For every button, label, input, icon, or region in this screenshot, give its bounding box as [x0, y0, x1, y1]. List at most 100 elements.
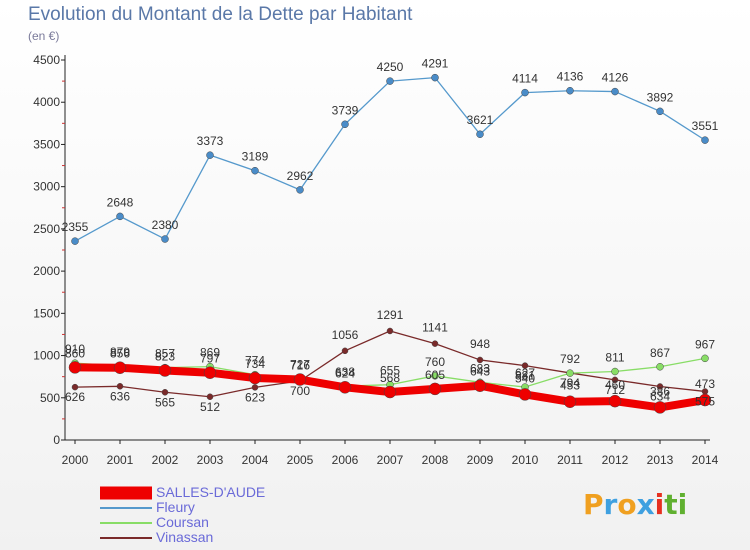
y-tick-label: 3000: [33, 180, 60, 194]
data-label-coursan: 792: [560, 352, 580, 366]
data-point-vinassan: [71, 383, 79, 391]
x-tick-label: 2010: [512, 453, 539, 467]
data-point-salles-d-aude: [653, 401, 667, 414]
data-label-salles-d-aude: 386: [650, 384, 670, 398]
logo-letter: r: [603, 488, 618, 521]
data-point-salles-d-aude: [158, 364, 172, 377]
data-label-fleury: 2355: [62, 220, 89, 234]
x-tick-label: 2012: [602, 453, 629, 467]
x-tick-label: 2005: [287, 453, 314, 467]
logo-letter: o: [617, 488, 637, 521]
legend-swatch: [100, 500, 152, 515]
data-point-fleury: [296, 186, 304, 194]
data-label-vinassan: 1056: [332, 328, 359, 342]
x-tick-label: 2002: [152, 453, 179, 467]
data-point-fleury: [611, 87, 619, 96]
logo-letter: x: [636, 488, 655, 521]
data-label-fleury: 4250: [377, 60, 404, 74]
data-point-salles-d-aude: [698, 393, 712, 407]
x-tick-label: 2006: [332, 453, 359, 467]
x-tick-label: 2014: [692, 453, 719, 467]
data-label-fleury: 2380: [152, 218, 179, 232]
data-point-fleury: [386, 77, 394, 85]
data-label-salles-d-aude: 453: [560, 379, 580, 393]
proxiti-logo: Proxiti: [583, 488, 687, 521]
data-label-coursan: 857: [155, 347, 175, 361]
data-point-fleury: [521, 88, 529, 97]
legend-label: Vinassan: [156, 529, 214, 545]
data-label-salles-d-aude: 460: [605, 378, 625, 392]
data-label-salles-d-aude: 643: [470, 365, 490, 379]
x-tick-label: 2000: [62, 453, 89, 467]
x-tick-label: 2007: [377, 453, 404, 467]
data-point-salles-d-aude: [473, 379, 487, 392]
data-label-salles-d-aude: 856: [110, 347, 130, 361]
y-tick-label: 1000: [33, 349, 60, 363]
data-label-fleury: 3739: [332, 103, 359, 117]
x-tick-label: 2009: [467, 453, 494, 467]
data-point-vinassan: [251, 384, 259, 391]
data-label-fleury: 3551: [692, 119, 719, 133]
legend-item-salles-d-aude: SALLES-D'AUDE: [100, 484, 360, 500]
series-line-fleury: [74, 76, 706, 242]
legend-item-coursan: Coursan: [100, 514, 360, 530]
data-label-coursan: 774: [245, 354, 265, 368]
data-label-vinassan: 634: [650, 389, 670, 403]
y-tick-label: 2500: [33, 222, 60, 236]
data-point-fleury: [656, 107, 664, 116]
data-point-salles-d-aude: [113, 361, 127, 374]
x-tick-label: 2013: [647, 453, 674, 467]
data-label-fleury: 4114: [512, 72, 538, 86]
data-point-vinassan: [611, 376, 619, 384]
data-label-coursan: 869: [200, 346, 220, 360]
y-tick-label: 0: [53, 433, 60, 447]
data-label-salles-d-aude: 568: [380, 371, 400, 385]
legend-swatch: [100, 530, 152, 545]
data-point-fleury: [206, 151, 214, 159]
logo-letter: t: [664, 488, 678, 521]
y-tick-label: 4500: [33, 53, 60, 67]
chart-title: Evolution du Montant de la Dette par Hab…: [28, 4, 413, 25]
data-label-vinassan: 623: [245, 390, 265, 404]
data-point-salles-d-aude: [518, 388, 532, 401]
data-label-fleury: 3621: [467, 113, 494, 127]
y-tick-label: 4000: [33, 95, 60, 109]
data-label-coursan: 655: [380, 364, 400, 378]
data-label-vinassan: 565: [155, 395, 175, 409]
data-label-coursan: 683: [470, 361, 490, 375]
data-label-fleury: 3892: [647, 90, 674, 104]
data-point-coursan: [431, 372, 439, 380]
data-label-salles-d-aude: 797: [200, 352, 220, 366]
data-point-salles-d-aude: [608, 394, 622, 408]
data-point-fleury: [161, 235, 169, 243]
data-label-vinassan: 512: [200, 400, 220, 414]
legend-label: SALLES-D'AUDE: [156, 484, 266, 500]
data-point-coursan: [611, 367, 619, 376]
data-point-salles-d-aude: [203, 366, 217, 379]
data-label-salles-d-aude: 860: [65, 346, 85, 360]
data-label-fleury: 4136: [557, 70, 584, 84]
legend-item-vinassan: Vinassan: [100, 529, 360, 545]
data-point-salles-d-aude: [383, 385, 397, 399]
data-point-vinassan: [476, 356, 484, 364]
data-label-fleury: 3189: [242, 150, 269, 164]
data-label-vinassan: 700: [290, 384, 310, 398]
data-label-coursan: 867: [650, 346, 670, 360]
data-label-coursan: 811: [605, 351, 624, 365]
data-label-vinassan: 575: [695, 394, 715, 408]
x-tick-label: 2003: [197, 453, 224, 467]
chart-unit-label: (en €): [28, 29, 60, 43]
legend: SALLES-D'AUDE Fleury Coursan Vinassan: [100, 484, 360, 545]
data-point-salles-d-aude: [293, 373, 307, 386]
data-point-coursan: [566, 369, 574, 377]
y-tick-label: 3500: [33, 137, 60, 151]
data-point-vinassan: [386, 327, 394, 335]
legend-swatch: [100, 485, 152, 500]
y-tick-label: 500: [40, 391, 60, 405]
data-point-fleury: [116, 212, 124, 221]
data-label-vinassan: 712: [605, 383, 625, 397]
x-tick-label: 2004: [242, 453, 269, 467]
legend-label: Fleury: [156, 499, 195, 515]
data-point-vinassan: [341, 347, 349, 355]
